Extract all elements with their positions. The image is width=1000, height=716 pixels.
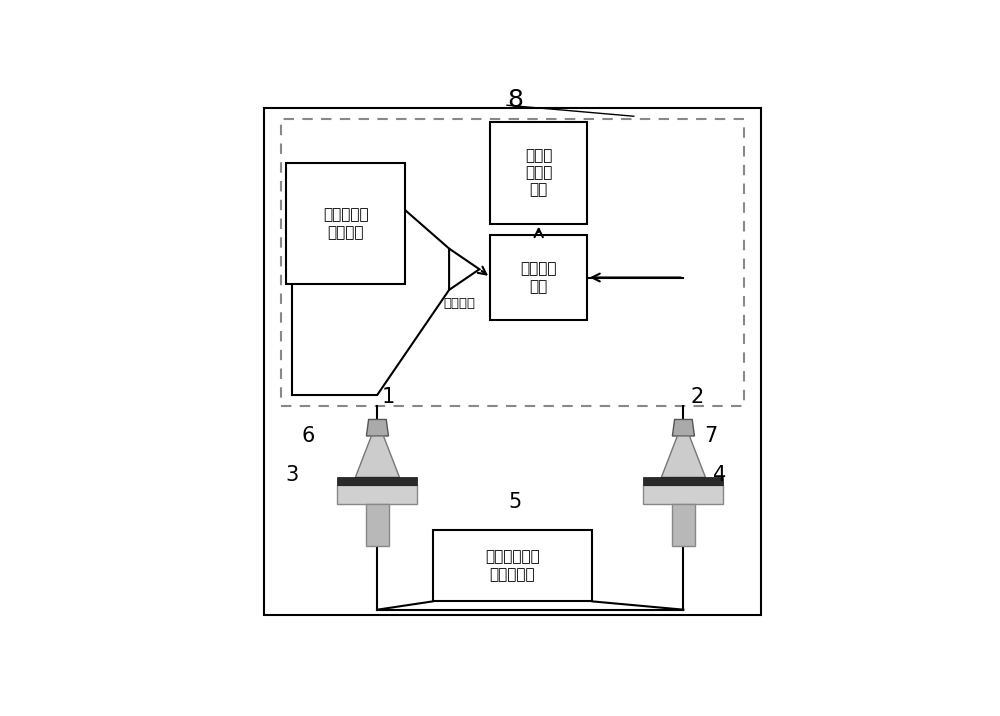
- Bar: [337, 485, 417, 504]
- Text: 内置石墨烯
标准信号: 内置石墨烯 标准信号: [323, 208, 369, 240]
- Bar: [281, 119, 744, 406]
- Polygon shape: [661, 436, 705, 478]
- Bar: [433, 530, 592, 601]
- Bar: [286, 163, 405, 284]
- Bar: [490, 122, 587, 223]
- Polygon shape: [672, 420, 694, 436]
- Bar: [337, 478, 417, 485]
- Bar: [366, 504, 389, 546]
- Text: 3: 3: [285, 465, 299, 485]
- Text: 超精密同步运
动联动装置: 超精密同步运 动联动装置: [485, 549, 540, 582]
- Text: 信号综合
处理: 信号综合 处理: [520, 261, 557, 294]
- Polygon shape: [355, 436, 399, 478]
- Text: 信号比对: 信号比对: [444, 297, 476, 310]
- Text: 2: 2: [691, 387, 704, 407]
- Text: 5: 5: [509, 492, 522, 512]
- Bar: [643, 485, 723, 504]
- Bar: [490, 235, 587, 320]
- Text: 8: 8: [507, 87, 523, 112]
- Bar: [672, 504, 695, 546]
- Text: 6: 6: [302, 426, 315, 446]
- Text: 4: 4: [713, 465, 726, 485]
- Bar: [643, 478, 723, 485]
- Polygon shape: [449, 248, 479, 290]
- Text: 待测对
象精确
信息: 待测对 象精确 信息: [525, 147, 552, 198]
- Text: 1: 1: [382, 387, 395, 407]
- Polygon shape: [366, 420, 388, 436]
- Text: 7: 7: [704, 426, 718, 446]
